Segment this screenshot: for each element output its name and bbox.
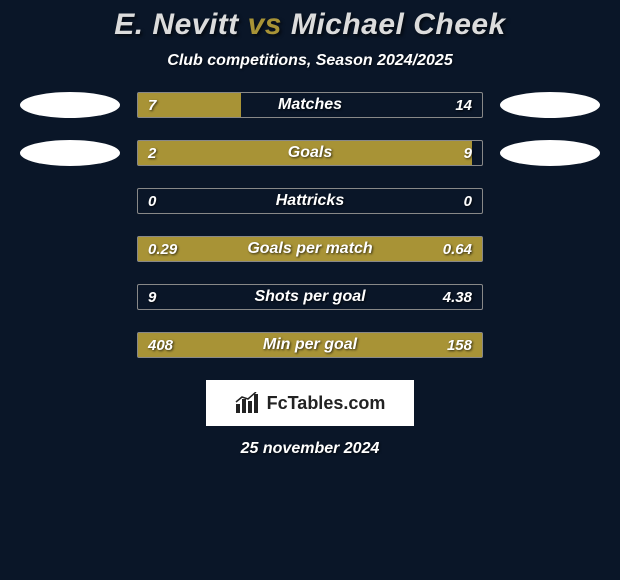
stat-bar: 2Goals9: [137, 140, 483, 166]
stat-bar: 0.29Goals per match0.64: [137, 236, 483, 262]
spacer: [500, 332, 600, 358]
stat-bar: 0Hattricks0: [137, 188, 483, 214]
spacer: [20, 188, 120, 214]
stat-row: 0Hattricks0: [0, 188, 620, 214]
stat-label: Min per goal: [138, 333, 482, 357]
comparison-card: E. Nevitt vs Michael Cheek Club competit…: [0, 0, 620, 458]
spacer: [500, 188, 600, 214]
stat-bar: 9Shots per goal4.38: [137, 284, 483, 310]
stat-value-right: 0.64: [433, 237, 482, 261]
spacer: [500, 284, 600, 310]
spacer: [500, 236, 600, 262]
stat-label: Hattricks: [138, 189, 482, 213]
player1-marker: [20, 140, 120, 166]
title-player1: E. Nevitt: [114, 8, 239, 41]
stat-value-right: 14: [445, 93, 482, 117]
title-player2: Michael Cheek: [291, 8, 506, 41]
spacer: [20, 284, 120, 310]
stat-value-right: 4.38: [433, 285, 482, 309]
stat-label: Goals per match: [138, 237, 482, 261]
stat-value-right: 158: [437, 333, 482, 357]
spacer: [20, 236, 120, 262]
brand-text: FcTables.com: [267, 393, 386, 414]
brand-badge: FcTables.com: [206, 380, 414, 426]
stat-value-right: 9: [454, 141, 482, 165]
player1-marker: [20, 92, 120, 118]
player2-marker: [500, 92, 600, 118]
stat-label: Shots per goal: [138, 285, 482, 309]
stat-rows: 7Matches14 2Goals9 0Hattricks0 0.29Goals pe…: [0, 92, 620, 358]
stat-value-right: 0: [454, 189, 482, 213]
subtitle: Club competitions, Season 2024/2025: [0, 52, 620, 70]
stat-row: 9Shots per goal4.38: [0, 284, 620, 310]
footer-date: 25 november 2024: [0, 440, 620, 458]
stat-row: 408Min per goal158: [0, 332, 620, 358]
spacer: [20, 332, 120, 358]
stat-row: 7Matches14: [0, 92, 620, 118]
player2-marker: [500, 140, 600, 166]
stat-bar: 7Matches14: [137, 92, 483, 118]
title-vs: vs: [248, 8, 282, 41]
stat-label: Matches: [138, 93, 482, 117]
stat-row: 0.29Goals per match0.64: [0, 236, 620, 262]
page-title: E. Nevitt vs Michael Cheek: [0, 8, 620, 42]
stat-label: Goals: [138, 141, 482, 165]
stat-bar: 408Min per goal158: [137, 332, 483, 358]
chart-icon: [235, 392, 261, 414]
stat-row: 2Goals9: [0, 140, 620, 166]
